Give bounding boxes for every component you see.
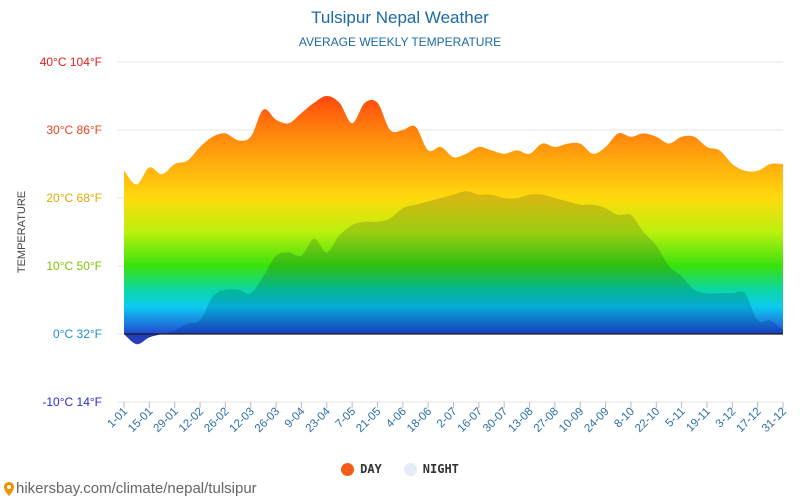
- legend-day-label: DAY: [360, 462, 382, 476]
- night-series-shade: [124, 191, 783, 345]
- chart-subtitle: AVERAGE WEEKLY TEMPERATURE: [298, 35, 502, 49]
- day-dot-icon: [341, 462, 355, 476]
- night-series-area: [124, 191, 783, 345]
- y-tick-label: 10°C 50°F: [46, 259, 102, 273]
- x-tick-label: 26-02: [202, 406, 231, 435]
- x-tick-label: 26-03: [253, 406, 282, 435]
- x-tick-label: 10-09: [557, 406, 586, 435]
- x-tick-label: 12-03: [228, 406, 257, 435]
- x-tick-label: 16-07: [456, 406, 485, 435]
- x-tick-label: 18-06: [405, 406, 434, 435]
- legend-item-day[interactable]: DAY: [341, 462, 382, 476]
- x-tick-label: 22-10: [633, 406, 662, 435]
- y-tick-label: 40°C 104°F: [40, 55, 102, 69]
- x-tick-label: 12-02: [177, 406, 206, 435]
- x-tick-label: 30-07: [481, 406, 510, 435]
- x-tick-label: 19-11: [684, 406, 713, 435]
- y-tick-label: -10°C 14°F: [42, 395, 102, 409]
- map-pin-icon: [4, 481, 14, 496]
- y-tick-label: 0°C 32°F: [53, 327, 102, 341]
- chart-title: Tulsipur Nepal Weather: [311, 8, 489, 27]
- chart-legend: DAY NIGHT: [0, 462, 800, 476]
- legend-item-night[interactable]: NIGHT: [403, 462, 459, 476]
- x-tick-label: 23-04: [304, 405, 334, 435]
- source-url: hikersbay.com/climate/nepal/tulsipur: [16, 480, 257, 497]
- x-tick-label: 13-08: [506, 406, 535, 435]
- source-link[interactable]: hikersbay.com/climate/nepal/tulsipur: [4, 480, 257, 497]
- y-axis-label: TEMPERATURE: [16, 191, 28, 273]
- legend-night-label: NIGHT: [422, 462, 459, 476]
- y-tick-label: 30°C 86°F: [46, 123, 102, 137]
- x-tick-label: 29-01: [152, 406, 181, 435]
- x-tick-label: 15-01: [126, 406, 155, 435]
- x-tick-label: 27-08: [532, 406, 561, 435]
- y-axis-tick-labels: 40°C 104°F 30°C 86°F 20°C 68°F 10°C 50°F 0°C…: [40, 55, 102, 409]
- x-tick-label: 24-09: [582, 406, 611, 435]
- night-dot-icon: [403, 462, 417, 476]
- y-tick-label: 20°C 68°F: [46, 191, 102, 205]
- x-tick-label: 31-12: [760, 406, 789, 435]
- x-tick-label: 21-05: [354, 406, 383, 435]
- x-tick-label: 17-12: [734, 406, 763, 435]
